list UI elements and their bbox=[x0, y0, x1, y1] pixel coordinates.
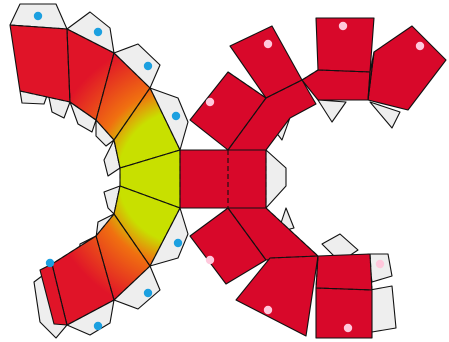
arm-face bbox=[315, 287, 373, 339]
left-outer-tabs bbox=[9, 3, 189, 339]
pink-dot bbox=[343, 323, 353, 333]
fold-lines bbox=[9, 24, 375, 326]
blue-dot bbox=[171, 111, 181, 121]
glue-tab bbox=[369, 285, 397, 333]
arm-face bbox=[367, 25, 447, 111]
lower-right-arm bbox=[189, 207, 397, 339]
left-arc bbox=[9, 24, 181, 326]
arm-face bbox=[301, 69, 371, 101]
blue-dot bbox=[33, 11, 43, 21]
upper-right-arm bbox=[189, 17, 447, 151]
glue-tab bbox=[369, 101, 401, 129]
pink-dot bbox=[263, 39, 273, 49]
arm-face bbox=[315, 253, 373, 291]
pink-dot bbox=[338, 21, 348, 31]
blue-dot bbox=[93, 27, 103, 37]
pink-dot bbox=[415, 41, 425, 51]
arc-face bbox=[9, 24, 71, 103]
blue-dot bbox=[45, 258, 55, 268]
pink-dot bbox=[205, 255, 215, 265]
marker-dots bbox=[33, 11, 425, 333]
center-connector bbox=[179, 149, 287, 209]
blue-dot bbox=[143, 288, 153, 298]
pink-dot bbox=[375, 259, 385, 269]
pink-dot bbox=[263, 305, 273, 315]
blue-dot bbox=[93, 321, 103, 331]
pink-dot bbox=[205, 97, 215, 107]
center-face bbox=[179, 149, 267, 209]
blue-dot bbox=[173, 238, 183, 248]
glue-tab bbox=[265, 149, 287, 209]
glue-tab bbox=[317, 99, 347, 123]
blue-dot bbox=[143, 61, 153, 71]
